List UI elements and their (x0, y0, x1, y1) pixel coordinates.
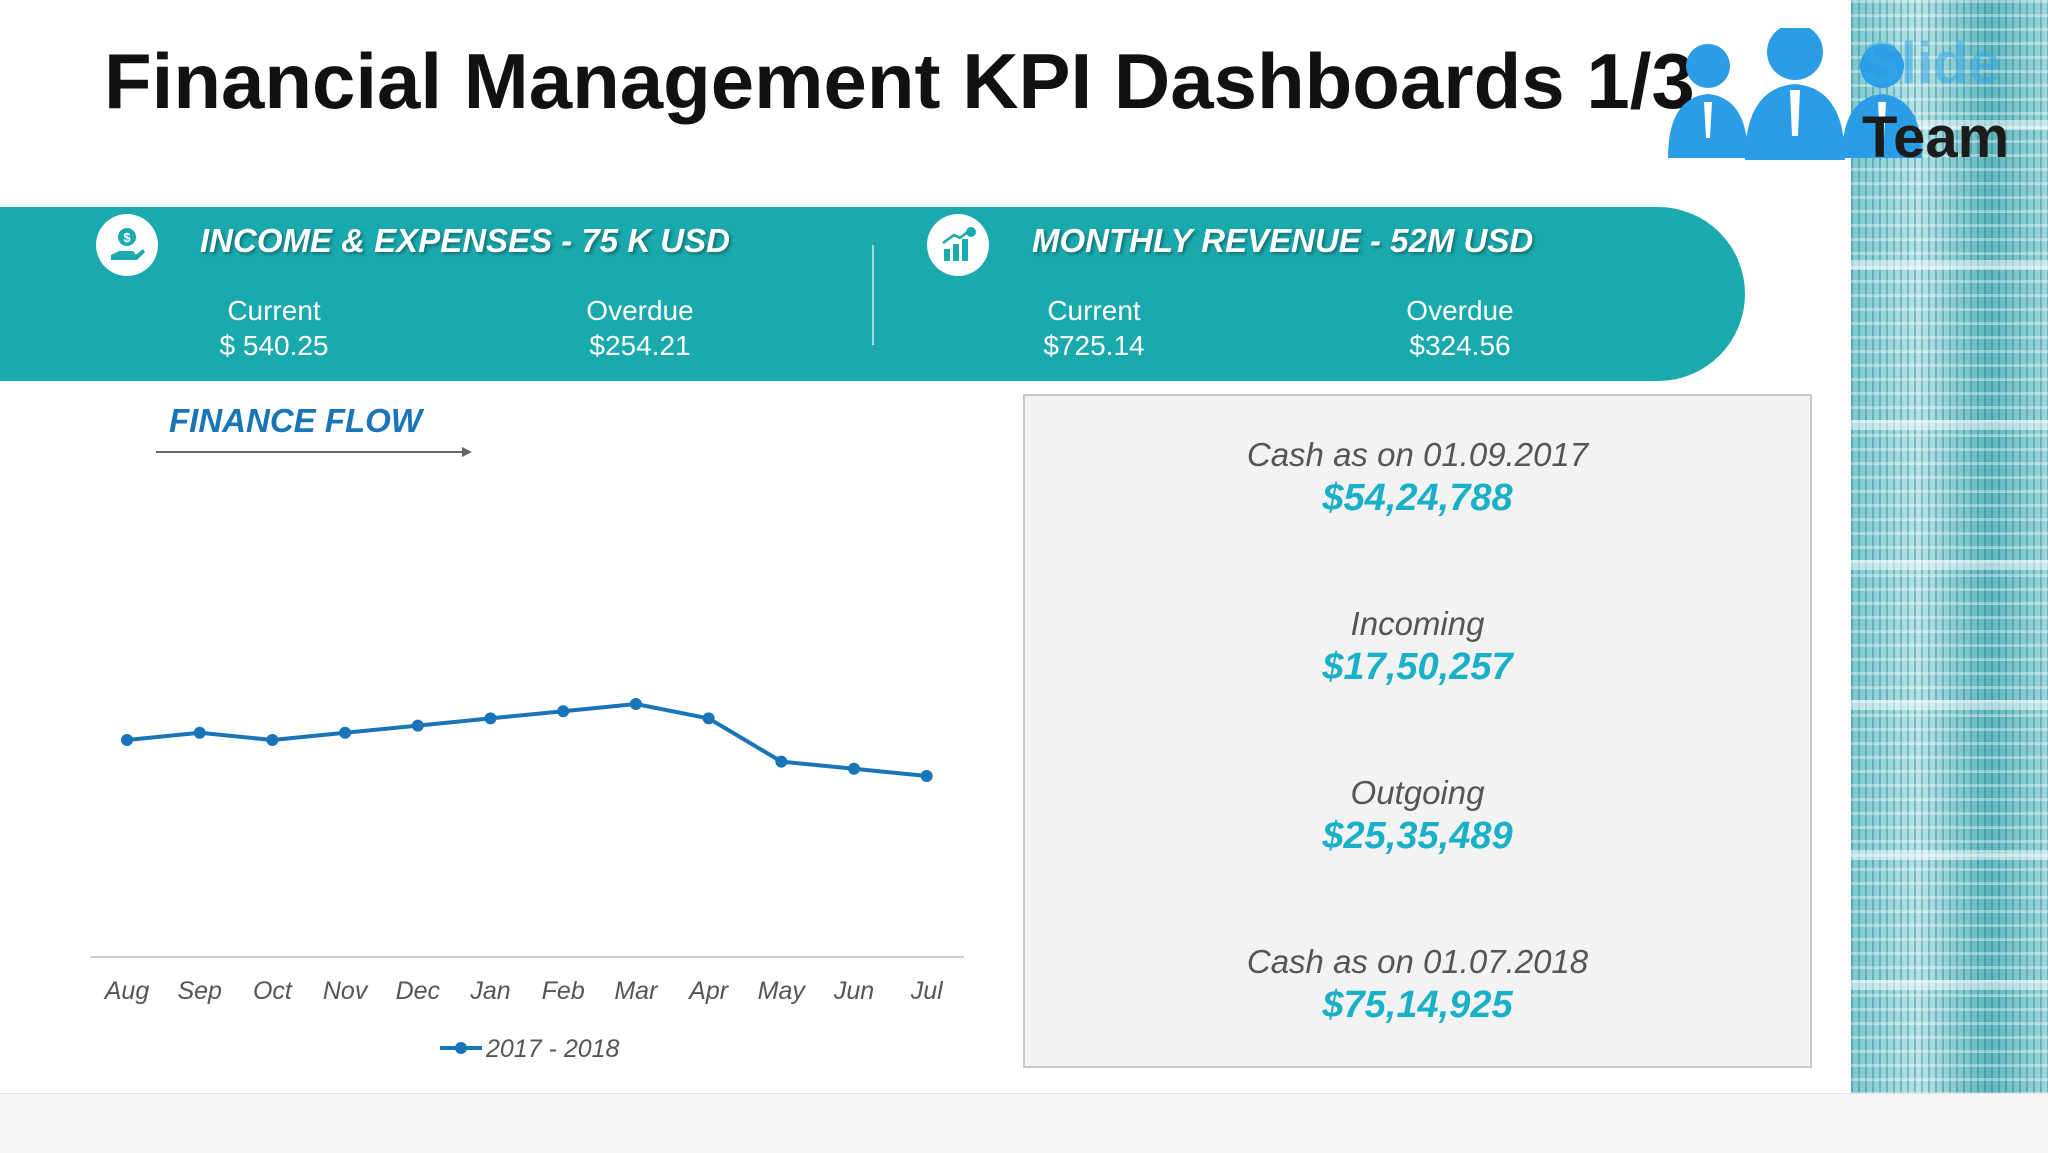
logo-text-slide: Slide (1862, 31, 2001, 96)
stat-incoming-label: Incoming (1350, 605, 1485, 642)
x-tick-label: May (758, 977, 807, 1005)
data-point (629, 698, 642, 710)
growth-chart-icon (927, 214, 989, 276)
finance-flow-title: FINANCE FLOW (169, 402, 422, 439)
stat-outgoing-label: Outgoing (1350, 774, 1485, 811)
revenue-current-label: Current (1047, 295, 1141, 326)
income-overdue-label: Overdue (586, 295, 694, 326)
slide: Financial Management KPI Dashboards 1/3 … (0, 0, 2048, 1093)
stat-cash-start-value: $54,24,788 (1322, 477, 1513, 519)
stat-cash-end-label: Cash as on 01.07.2018 (1246, 943, 1589, 980)
data-point (266, 734, 279, 746)
data-point (557, 705, 570, 718)
logo-people-icon (1668, 28, 1922, 160)
x-tick-label: Feb (542, 977, 585, 1005)
money-hand-icon: $ (96, 214, 158, 276)
income-overdue-value: $254.21 (589, 330, 691, 361)
income-expenses-heading: INCOME & EXPENSES - 75 K USD (200, 222, 730, 259)
data-point (411, 719, 424, 732)
bottom-strip (0, 1093, 2048, 1153)
finance-flow-chart: Aug Sep Oct Nov Dec Jan Feb Mar Apr May Jun Jul 2017… (90, 698, 964, 1063)
data-point (920, 770, 933, 782)
x-tick-label: Jul (910, 977, 944, 1005)
data-point (339, 726, 352, 739)
data-point (848, 762, 860, 775)
stat-outgoing-value: $25,35,489 (1322, 815, 1513, 857)
data-point (702, 712, 715, 725)
kpi-divider (872, 245, 874, 345)
coins-image (1851, 0, 2048, 1093)
data-point (775, 755, 788, 768)
stat-cash-end-value: $75,14,925 (1322, 984, 1513, 1026)
income-current-label: Current (227, 295, 321, 326)
x-tick-label: Sep (177, 977, 222, 1005)
x-tick-label: Mar (614, 977, 659, 1005)
legend-marker (455, 1042, 467, 1054)
series-line (126, 702, 927, 778)
monthly-revenue-heading: MONTHLY REVENUE - 52M USD (1032, 222, 1534, 259)
revenue-overdue-label: Overdue (1406, 295, 1514, 326)
logo-text-team: Team (1862, 105, 2010, 170)
revenue-current-value: $725.14 (1043, 330, 1145, 361)
income-current-value: $ 540.25 (219, 330, 329, 361)
data-point (193, 726, 206, 739)
x-tick-label: Nov (323, 977, 369, 1005)
svg-text:$: $ (123, 230, 131, 245)
data-point (121, 734, 133, 746)
x-tick-label: Jan (469, 977, 510, 1005)
stat-cash-start-label: Cash as on 01.09.2017 (1246, 436, 1589, 473)
x-tick-label: Oct (253, 977, 293, 1005)
legend-label: 2017 - 2018 (485, 1035, 620, 1063)
finance-flow-arrow-icon (156, 447, 472, 457)
x-tick-label: Jun (833, 977, 874, 1005)
cash-stats-panel (1023, 394, 1812, 1068)
revenue-overdue-value: $324.56 (1409, 330, 1511, 361)
x-tick-label: Apr (687, 977, 730, 1005)
data-point (484, 712, 497, 725)
stat-incoming-value: $17,50,257 (1322, 646, 1513, 688)
x-tick-label: Aug (103, 977, 150, 1005)
page-title: Financial Management KPI Dashboards 1/3 (104, 37, 1695, 125)
x-tick-label: Dec (396, 977, 441, 1005)
